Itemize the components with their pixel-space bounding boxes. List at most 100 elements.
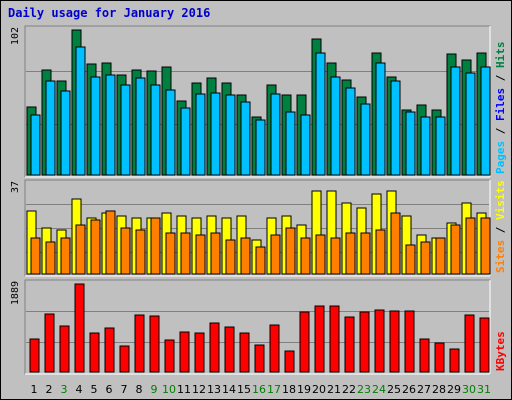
series-files [30,46,491,176]
bar-sites-day-28 [435,237,446,275]
bar-sites-day-30 [465,217,476,275]
bar-sites-day-5 [90,219,101,275]
bar-kbytes-day-27 [419,338,430,373]
bar-kbytes-day-10 [164,339,175,373]
day-label-27: 27 [417,383,431,396]
bar-kbytes-day-24 [374,309,385,373]
bar-files-day-4 [75,46,86,176]
day-label-24: 24 [372,383,386,396]
day-label-17: 17 [267,383,281,396]
bar-kbytes-day-3 [59,325,70,373]
bar-sites-day-4 [75,224,86,275]
bar-kbytes-day-25 [389,310,400,373]
bar-files-day-23 [360,103,371,176]
day-label-10: 10 [162,383,176,396]
bar-files-day-5 [90,76,101,176]
bar-files-day-17 [270,93,281,176]
bar-files-day-29 [450,66,461,176]
bar-kbytes-day-20 [314,305,325,373]
day-label-23: 23 [357,383,371,396]
bar-files-day-22 [345,87,356,176]
bar-files-day-11 [180,107,191,176]
day-label-4: 4 [76,383,83,396]
day-label-13: 13 [207,383,221,396]
bar-sites-day-14 [225,239,236,275]
bar-files-day-19 [300,114,311,176]
legend-part-4: / [494,68,507,88]
legend-part-2: / [494,220,507,240]
bar-files-day-21 [330,76,341,176]
bar-files-day-14 [225,94,236,176]
bar-files-day-1 [30,114,41,176]
chart-panels: 102 Pages / Files / Hits 37 Sites / Visits 1… [10,25,507,375]
bar-files-day-31 [480,66,491,176]
bar-files-day-9 [150,84,161,176]
bar-kbytes-day-21 [329,305,340,373]
panel-visits-sites-ymax-label: 37 [10,181,21,193]
bar-kbytes-day-1 [29,338,40,373]
bar-kbytes-day-28 [434,342,445,373]
bar-sites-day-20 [315,234,326,275]
bar-sites-day-21 [330,237,341,275]
bar-sites-day-25 [390,212,401,275]
bar-files-day-16 [255,119,266,176]
day-label-14: 14 [222,383,236,396]
day-label-19: 19 [297,383,311,396]
bar-kbytes-day-9 [149,315,160,373]
day-label-28: 28 [432,383,446,396]
day-label-9: 9 [151,383,158,396]
bar-kbytes-day-15 [239,332,250,373]
day-label-3: 3 [61,383,68,396]
bar-sites-day-17 [270,234,281,275]
legend-part-1: Pages [494,141,507,174]
panel-kbytes-ymax-label: 1889 [10,281,21,305]
day-label-12: 12 [192,383,206,396]
bar-kbytes-day-2 [44,313,55,373]
bar-sites-day-1 [30,237,41,275]
day-label-22: 22 [342,383,356,396]
legend-part-5: Hits [494,42,507,69]
bar-sites-day-18 [285,227,296,275]
bar-sites-day-22 [345,232,356,275]
panel-visits-sites: 37 Sites / Visits [10,179,507,277]
bar-sites-day-12 [195,234,206,275]
bar-kbytes-day-26 [404,310,415,373]
bar-sites-day-19 [300,237,311,275]
bar-sites-day-16 [255,246,266,275]
day-label-2: 2 [46,383,53,396]
bar-files-day-18 [285,111,296,176]
bar-sites-day-15 [240,237,251,275]
bar-kbytes-day-29 [449,348,460,373]
bar-sites-day-6 [105,210,116,275]
bar-sites-day-24 [375,229,386,275]
bar-kbytes-day-16 [254,344,265,373]
bar-files-day-26 [405,111,416,176]
bar-files-day-10 [165,89,176,176]
bar-sites-day-10 [165,232,176,275]
bar-files-day-13 [210,92,221,176]
bar-files-day-27 [420,116,431,176]
day-label-20: 20 [312,383,326,396]
day-label-25: 25 [387,383,401,396]
day-label-15: 15 [237,383,251,396]
bar-sites-day-29 [450,224,461,275]
series-sites [30,210,491,275]
bar-kbytes-day-13 [209,322,220,373]
panel-visits-sites-legend: Sites / Visits [494,180,507,273]
day-label-21: 21 [327,383,341,396]
legend-part-3: Visits [494,180,507,220]
bar-files-day-3 [60,90,71,176]
day-label-18: 18 [282,383,296,396]
bar-kbytes-day-22 [344,316,355,373]
bar-sites-day-27 [420,241,431,275]
legend-part-1: KBytes [494,331,507,371]
day-label-11: 11 [177,383,191,396]
bar-sites-day-8 [135,229,146,275]
panel-kbytes-legend: KBytes [494,331,507,371]
series-kbytes [29,283,490,373]
bar-kbytes-day-18 [284,350,295,373]
day-label-5: 5 [91,383,98,396]
bar-files-day-6 [105,74,116,176]
bar-files-day-15 [240,101,251,176]
chart-title: Daily usage for January 2016 [8,6,210,20]
